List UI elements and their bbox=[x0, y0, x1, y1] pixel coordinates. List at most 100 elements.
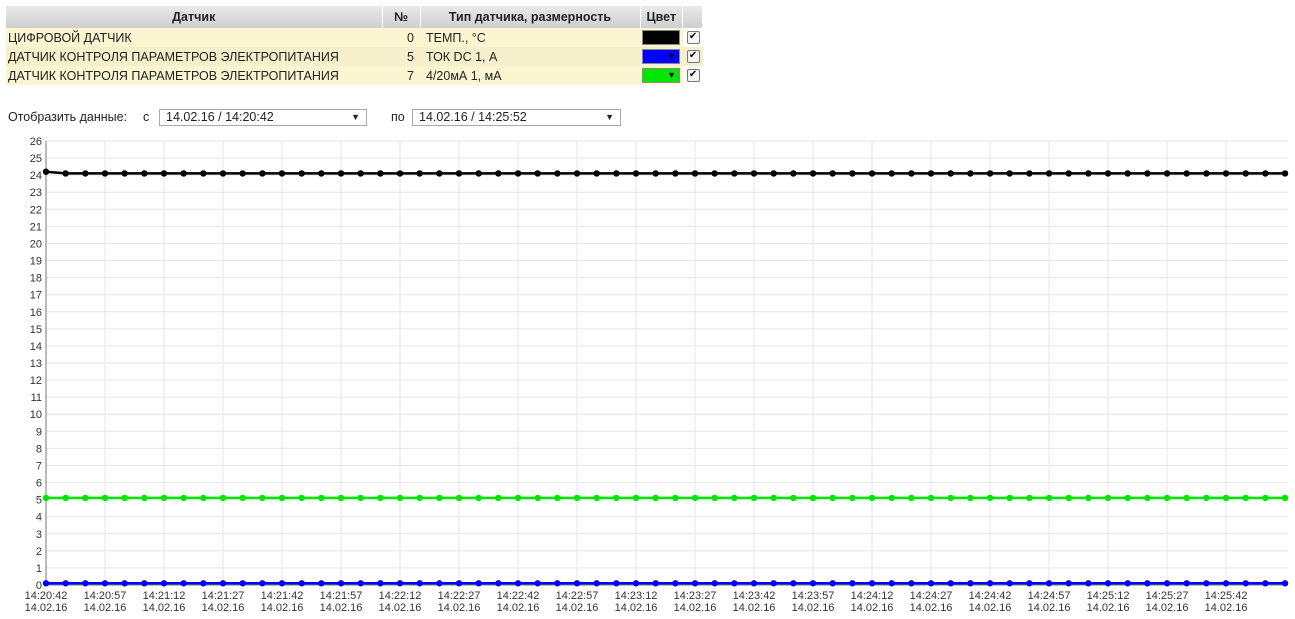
sensor-type: ТЕМП., °С bbox=[420, 28, 640, 47]
data-point bbox=[141, 580, 148, 587]
header-color: Цвет bbox=[640, 6, 684, 28]
data-point bbox=[337, 494, 345, 502]
data-point bbox=[455, 170, 463, 177]
color-picker[interactable] bbox=[642, 30, 680, 45]
x-tick-date: 14.02.16 bbox=[320, 602, 363, 614]
data-point bbox=[1124, 580, 1131, 587]
sensor-number: 7 bbox=[382, 66, 420, 85]
data-point bbox=[711, 580, 718, 587]
y-tick-label: 18 bbox=[30, 273, 42, 285]
x-tick-label: 14:25:27 bbox=[1146, 590, 1189, 602]
x-tick-date: 14.02.16 bbox=[1205, 602, 1248, 614]
data-point bbox=[672, 170, 679, 177]
data-point bbox=[652, 580, 659, 587]
data-point bbox=[141, 170, 148, 177]
data-point bbox=[731, 494, 738, 502]
y-tick-label: 14 bbox=[30, 341, 42, 353]
y-tick-label: 9 bbox=[36, 426, 42, 438]
data-point bbox=[967, 170, 974, 177]
y-tick-label: 19 bbox=[30, 256, 42, 268]
data-point bbox=[180, 580, 187, 587]
data-point bbox=[731, 170, 738, 177]
y-tick-label: 16 bbox=[30, 307, 42, 319]
range-to-label: по bbox=[391, 110, 405, 124]
header-type: Тип датчика, размерность bbox=[420, 6, 641, 28]
series-visibility-checkbox[interactable]: ✔ bbox=[686, 69, 700, 82]
data-point bbox=[770, 494, 777, 502]
data-point bbox=[62, 580, 69, 587]
data-point bbox=[691, 580, 699, 587]
data-point bbox=[1026, 170, 1033, 177]
y-tick-label: 13 bbox=[30, 358, 42, 370]
data-point bbox=[495, 580, 502, 587]
y-tick-label: 20 bbox=[30, 238, 42, 250]
y-tick-label: 4 bbox=[36, 512, 42, 524]
data-point bbox=[42, 494, 50, 502]
y-tick-label: 7 bbox=[36, 460, 42, 472]
x-tick-date: 14.02.16 bbox=[84, 602, 127, 614]
data-point bbox=[908, 494, 915, 502]
data-point bbox=[1124, 494, 1131, 502]
data-point bbox=[593, 494, 600, 502]
color-picker[interactable]: ▼ bbox=[642, 68, 680, 83]
date-from-value: 14.02.16 / 14:20:42 bbox=[166, 110, 274, 124]
data-point bbox=[1163, 494, 1171, 502]
x-tick-label: 14:23:42 bbox=[733, 590, 776, 602]
data-point bbox=[200, 170, 207, 177]
data-point bbox=[239, 580, 246, 587]
data-point bbox=[82, 494, 89, 502]
y-tick-label: 25 bbox=[30, 153, 42, 165]
dropdown-arrow-icon: ▼ bbox=[667, 51, 676, 61]
data-point bbox=[672, 580, 679, 587]
data-point bbox=[613, 494, 620, 502]
y-tick-label: 5 bbox=[36, 495, 42, 507]
date-to-select[interactable]: 14.02.16 / 14:25:52 ▼ bbox=[412, 109, 621, 126]
date-from-select[interactable]: 14.02.16 / 14:20:42 ▼ bbox=[159, 109, 367, 126]
data-point bbox=[849, 580, 856, 587]
data-point bbox=[82, 580, 89, 587]
series-visibility-checkbox[interactable]: ✔ bbox=[686, 50, 700, 63]
data-point bbox=[809, 494, 817, 502]
data-point bbox=[868, 170, 876, 177]
data-point bbox=[1006, 170, 1013, 177]
data-point bbox=[514, 494, 522, 502]
data-point bbox=[711, 494, 718, 502]
x-tick-label: 14:25:12 bbox=[1087, 590, 1130, 602]
data-point bbox=[121, 494, 128, 502]
data-point bbox=[947, 170, 954, 177]
data-point bbox=[554, 494, 561, 502]
data-point bbox=[219, 580, 227, 587]
header-sensor: Датчик bbox=[6, 6, 383, 28]
data-point bbox=[632, 494, 640, 502]
x-tick-date: 14.02.16 bbox=[438, 602, 481, 614]
x-tick-date: 14.02.16 bbox=[969, 602, 1012, 614]
dropdown-arrow-icon: ▼ bbox=[605, 112, 614, 122]
x-tick-date: 14.02.16 bbox=[556, 602, 599, 614]
series-visibility-checkbox[interactable]: ✔ bbox=[686, 31, 700, 44]
y-tick-label: 21 bbox=[30, 221, 42, 233]
data-point bbox=[927, 170, 935, 177]
series-line bbox=[45, 170, 1285, 175]
color-picker[interactable]: ▼ bbox=[642, 49, 680, 64]
data-point bbox=[1026, 580, 1033, 587]
data-point bbox=[770, 580, 777, 587]
x-tick-date: 14.02.16 bbox=[910, 602, 953, 614]
x-tick-label: 14:21:57 bbox=[320, 590, 363, 602]
data-point bbox=[1281, 580, 1289, 587]
x-tick-label: 14:24:57 bbox=[1028, 590, 1071, 602]
data-point bbox=[259, 580, 266, 587]
data-point bbox=[436, 170, 443, 177]
data-point bbox=[259, 170, 266, 177]
data-point bbox=[829, 494, 836, 502]
data-point bbox=[298, 170, 305, 177]
data-point bbox=[908, 170, 915, 177]
data-point bbox=[219, 494, 227, 502]
data-point bbox=[278, 170, 286, 177]
data-point bbox=[1242, 170, 1249, 177]
sensor-type: ТОК DC 1, А bbox=[420, 47, 640, 66]
data-point bbox=[1203, 494, 1210, 502]
data-point bbox=[790, 494, 797, 502]
x-tick-label: 14:23:57 bbox=[792, 590, 835, 602]
sensor-row: ДАТЧИК КОНТРОЛЯ ПАРАМЕТРОВ ЭЛЕКТРОПИТАНИ… bbox=[6, 47, 703, 66]
data-point bbox=[278, 580, 286, 587]
